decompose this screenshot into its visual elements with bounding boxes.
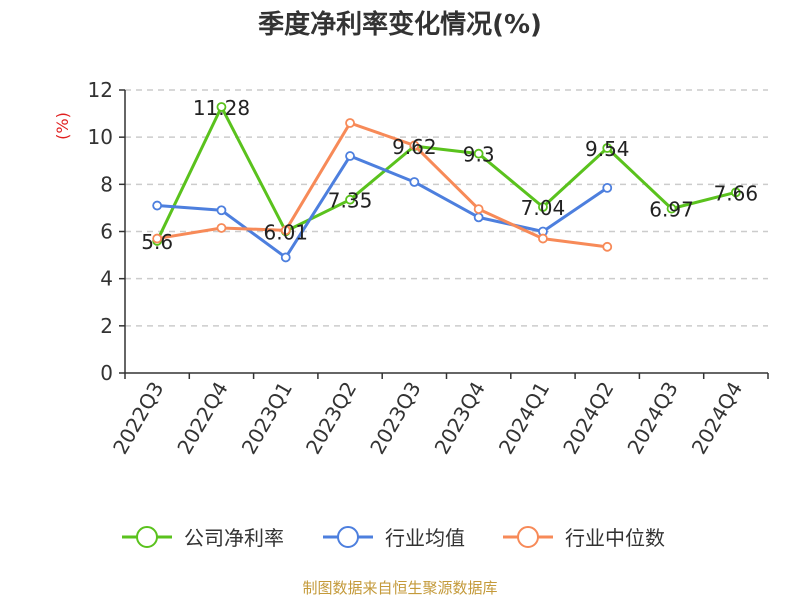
series-lines	[152, 102, 741, 263]
data-label: 9.3	[463, 143, 495, 167]
x-tick-label: 2023Q4	[430, 378, 490, 459]
data-point	[602, 241, 613, 252]
legend: 公司净利率 行业均值 行业中位数	[122, 526, 665, 550]
legend-label: 行业均值	[385, 526, 465, 550]
legend-label: 公司净利率	[184, 526, 284, 550]
data-label: 7.04	[521, 196, 566, 220]
legend-swatch-marker	[337, 526, 359, 548]
series-line	[156, 121, 608, 249]
data-label: 9.54	[585, 137, 630, 161]
x-tick-label: 2024Q3	[622, 378, 682, 459]
data-label: 5.6	[141, 230, 173, 254]
x-tick-label: 2024Q4	[687, 378, 747, 459]
x-tick-label: 2023Q1	[237, 378, 297, 459]
data-point	[345, 151, 355, 161]
grid-lines	[125, 89, 768, 327]
data-label: 11.28	[193, 96, 250, 120]
x-tick-label: 2024Q1	[494, 378, 554, 459]
data-point	[152, 233, 163, 244]
data-label: 6.01	[263, 220, 308, 244]
x-tick-label: 2022Q4	[172, 378, 232, 459]
y-tick-label: 0	[100, 361, 113, 385]
data-point	[280, 252, 291, 263]
data-point	[473, 204, 484, 214]
source-note: 制图数据来自恒生聚源数据库	[302, 579, 497, 597]
y-axis-label: (%)	[53, 112, 72, 140]
data-point	[538, 202, 548, 212]
data-point	[216, 102, 227, 112]
data-point	[345, 194, 355, 205]
legend-swatch-marker	[136, 526, 158, 548]
data-point	[152, 200, 163, 211]
data-label: 7.35	[328, 189, 373, 213]
data-point	[730, 187, 741, 198]
legend-swatch-marker	[517, 526, 539, 548]
series-line	[157, 154, 609, 259]
chart-title: 季度净利率变化情况(%)	[258, 9, 542, 40]
x-tick-label: 2024Q2	[558, 378, 618, 459]
y-tick-label: 2	[100, 314, 113, 338]
y-tick-label: 10	[88, 125, 113, 149]
x-tick-label: 2023Q2	[301, 378, 361, 459]
x-tick-label: 2022Q3	[108, 378, 168, 459]
y-tick-label: 12	[88, 78, 113, 102]
y-tick-label: 4	[100, 267, 113, 291]
series-2	[152, 118, 613, 252]
data-label: 7.66	[714, 181, 759, 205]
data-point	[473, 148, 484, 159]
data-labels: 5.6 11.28 6.01 7.35 9.62 9.3 7.04 9.54 6.97 7.66	[141, 96, 758, 254]
data-point	[602, 143, 613, 153]
data-point	[409, 177, 420, 187]
data-label: 9.62	[392, 135, 437, 159]
data-point	[280, 225, 291, 236]
y-tick-label: 6	[100, 220, 113, 244]
x-tick-label: 2023Q3	[365, 378, 425, 459]
legend-label: 行业中位数	[565, 526, 665, 550]
series-line	[155, 105, 737, 242]
data-point	[409, 140, 420, 151]
data-point	[602, 182, 613, 193]
data-point	[473, 212, 484, 223]
data-label: 6.97	[649, 198, 694, 222]
data-point	[538, 233, 548, 244]
y-tick-label: 8	[100, 172, 113, 196]
data-point	[345, 118, 355, 128]
data-point	[216, 223, 227, 233]
data-point	[666, 203, 677, 214]
data-point	[216, 205, 227, 216]
